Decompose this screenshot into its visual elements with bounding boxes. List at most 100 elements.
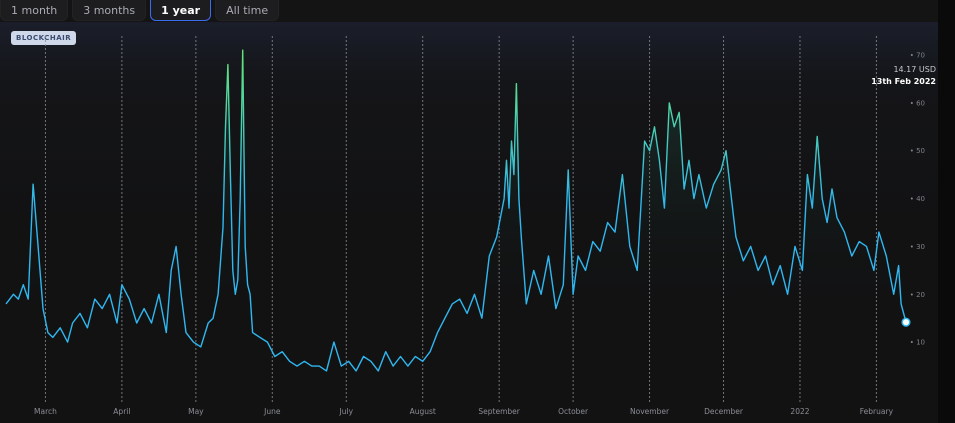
data-point xyxy=(22,284,24,286)
data-point xyxy=(399,355,401,357)
data-point xyxy=(362,355,364,357)
data-point xyxy=(567,169,569,171)
data-point xyxy=(811,207,813,209)
data-point xyxy=(481,317,483,319)
data-point xyxy=(318,365,320,367)
data-point xyxy=(222,226,224,228)
data-point xyxy=(108,293,110,295)
data-point xyxy=(246,284,248,286)
data-point xyxy=(572,293,574,295)
data-point xyxy=(429,351,431,353)
series-area xyxy=(6,50,906,390)
x-tick-label: October xyxy=(558,407,589,416)
data-point xyxy=(121,284,123,286)
data-point xyxy=(525,303,527,305)
data-point xyxy=(42,307,44,309)
data-point xyxy=(128,298,130,300)
data-point xyxy=(547,255,549,257)
tab-3-months[interactable]: 3 months xyxy=(72,0,147,21)
data-point xyxy=(237,279,239,281)
data-point xyxy=(636,269,638,271)
last-value-marker[interactable] xyxy=(901,317,911,327)
x-tick-label: April xyxy=(113,407,130,416)
data-point xyxy=(508,207,510,209)
data-point xyxy=(451,303,453,305)
data-point xyxy=(705,207,707,209)
data-point xyxy=(333,341,335,343)
data-point xyxy=(503,197,505,199)
tooltip-date: 13th Feb 2022 xyxy=(871,77,936,86)
data-point xyxy=(599,250,601,252)
tooltip-value: 14.17 USD xyxy=(893,65,936,74)
x-tick-label: 2022 xyxy=(790,407,809,416)
x-tick-label: June xyxy=(263,407,281,416)
data-point xyxy=(742,260,744,262)
data-point xyxy=(116,322,118,324)
data-point xyxy=(251,331,253,333)
data-point xyxy=(212,317,214,319)
data-point xyxy=(505,159,507,161)
data-point xyxy=(555,307,557,309)
data-point xyxy=(673,126,675,128)
data-point xyxy=(370,360,372,362)
data-point xyxy=(66,341,68,343)
data-point xyxy=(513,173,515,175)
data-point xyxy=(713,183,715,185)
data-point xyxy=(562,284,564,286)
x-tick-label: August xyxy=(410,407,436,416)
data-point xyxy=(101,307,103,309)
data-point xyxy=(592,240,594,242)
data-point xyxy=(71,322,73,324)
data-point xyxy=(873,269,875,271)
data-point xyxy=(496,236,498,238)
tab-all-time[interactable]: All time xyxy=(215,0,280,21)
data-point xyxy=(693,197,695,199)
data-point xyxy=(37,245,39,247)
data-point xyxy=(629,245,631,247)
data-point xyxy=(274,355,276,357)
data-point xyxy=(165,331,167,333)
x-tick-label: May xyxy=(188,407,204,416)
data-point xyxy=(831,188,833,190)
data-point xyxy=(648,150,650,152)
y-tick-label: • 60 xyxy=(910,99,925,107)
data-point xyxy=(900,303,902,305)
data-point xyxy=(259,336,261,338)
data-point xyxy=(897,264,899,266)
data-point xyxy=(518,197,520,199)
data-point xyxy=(407,365,409,367)
data-point xyxy=(678,111,680,113)
blockchair-watermark: BLOCKCHAIR xyxy=(11,31,77,45)
data-point xyxy=(59,327,61,329)
data-point xyxy=(325,370,327,372)
y-tick-label: • 40 xyxy=(910,195,925,203)
data-point xyxy=(786,293,788,295)
data-point xyxy=(143,307,145,309)
x-tick-label: March xyxy=(34,407,57,416)
data-point xyxy=(227,63,229,65)
data-point xyxy=(653,126,655,128)
data-point xyxy=(466,312,468,314)
data-point xyxy=(234,293,236,295)
tab-1-year[interactable]: 1 year xyxy=(150,0,212,21)
data-point xyxy=(249,293,251,295)
data-point xyxy=(239,197,241,199)
data-point xyxy=(821,197,823,199)
data-point xyxy=(885,255,887,257)
data-point xyxy=(32,183,34,185)
tab-1-month[interactable]: 1 month xyxy=(0,0,69,21)
data-point xyxy=(311,365,313,367)
data-point xyxy=(385,351,387,353)
data-point xyxy=(893,293,895,295)
data-point xyxy=(772,284,774,286)
x-tick-label: September xyxy=(478,407,520,416)
data-point xyxy=(779,264,781,266)
x-tick-label: December xyxy=(704,407,744,416)
data-point xyxy=(414,355,416,357)
data-point xyxy=(764,255,766,257)
scrollbar-gutter xyxy=(938,0,955,423)
data-point xyxy=(816,135,818,137)
data-point xyxy=(826,221,828,223)
data-point xyxy=(459,298,461,300)
